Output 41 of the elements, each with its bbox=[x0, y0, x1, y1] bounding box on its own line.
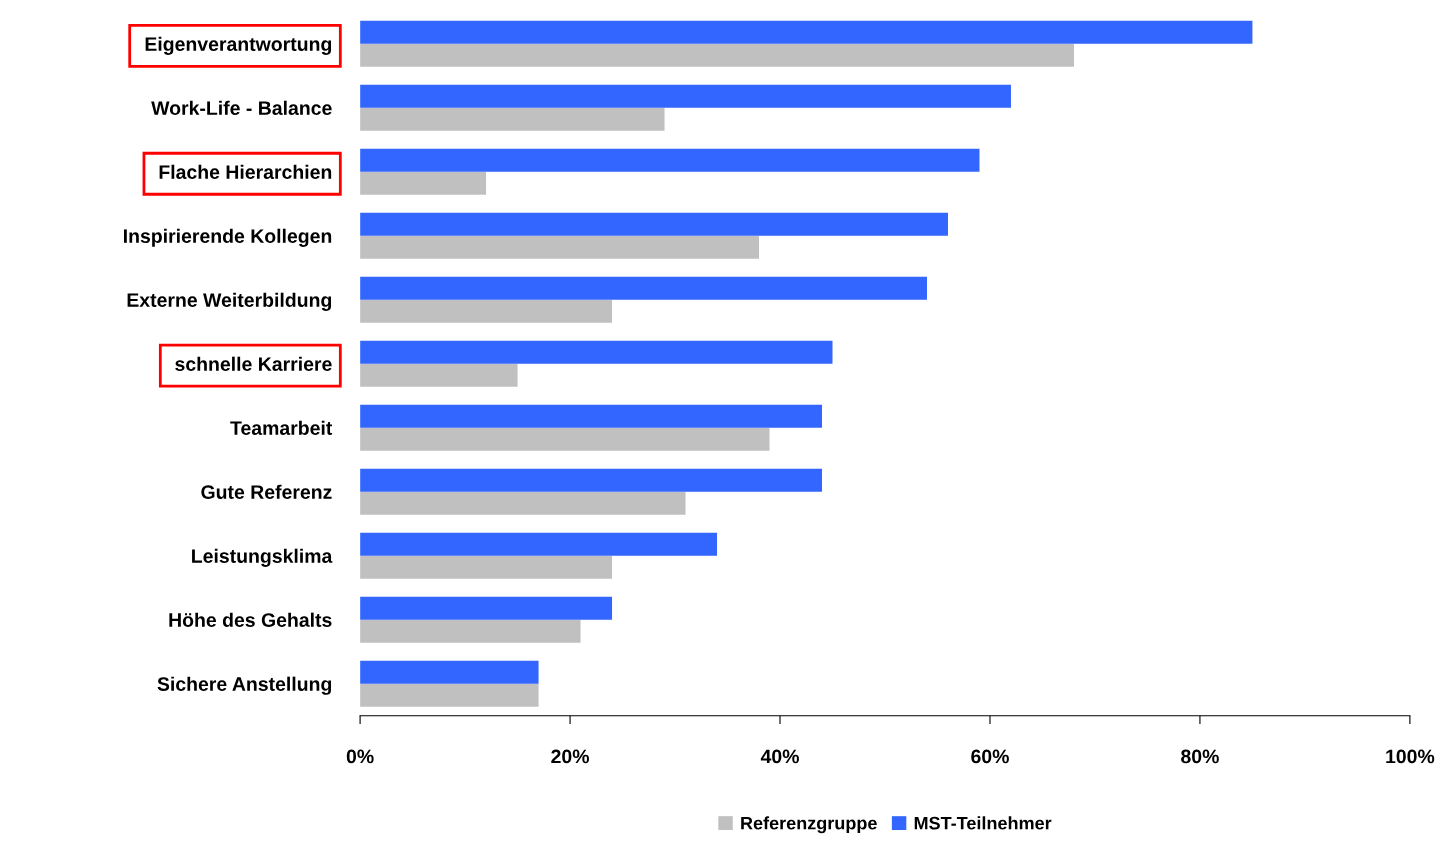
bar bbox=[360, 491, 686, 515]
y-tick-label: Teamarbeit bbox=[230, 420, 333, 435]
bar bbox=[360, 171, 487, 195]
bar bbox=[360, 235, 760, 259]
y-tick-label: schnelle Karriere bbox=[175, 356, 332, 371]
bar bbox=[360, 427, 770, 451]
bar bbox=[360, 276, 927, 300]
bar bbox=[360, 555, 613, 579]
y-tick-label: Eigenverantwortung bbox=[145, 36, 332, 55]
y-tick-label: Inspirierende Kollegen bbox=[124, 228, 332, 247]
bar bbox=[360, 532, 718, 556]
y-tick-label: Leistungsklima bbox=[192, 548, 333, 567]
bar bbox=[360, 212, 948, 236]
bar bbox=[360, 363, 518, 387]
x-tick-label: 100% bbox=[1386, 749, 1435, 764]
y-tick-label: Höhe des Gehalts bbox=[169, 612, 332, 627]
bar bbox=[360, 340, 833, 364]
x-tick-label: 0% bbox=[346, 749, 374, 764]
x-tick-label: 80% bbox=[1181, 749, 1219, 764]
bar bbox=[360, 468, 823, 492]
bar bbox=[360, 683, 539, 707]
bar bbox=[360, 596, 613, 620]
x-tick-label: 60% bbox=[971, 749, 1009, 764]
y-tick-label: Work-Life - Balance bbox=[151, 100, 332, 115]
bar bbox=[360, 84, 1011, 108]
y-tick-label: Flache Hierarchien bbox=[159, 164, 332, 179]
bar bbox=[360, 619, 581, 643]
bar bbox=[360, 404, 823, 428]
x-tick-label: 40% bbox=[760, 749, 799, 764]
bar bbox=[360, 20, 1253, 44]
bar bbox=[360, 107, 665, 131]
y-tick-label: Gute Referenz bbox=[201, 484, 332, 499]
legend-label: Referenzgruppe bbox=[741, 816, 877, 834]
y-tick-label: Sichere Anstellung bbox=[157, 676, 332, 695]
y-tick-label: Externe Weiterbildung bbox=[127, 292, 332, 311]
bar bbox=[360, 148, 980, 172]
bar bbox=[360, 43, 1074, 67]
legend-label: MST-Teilnehmer bbox=[914, 816, 1052, 830]
x-tick-label: 20% bbox=[551, 749, 589, 764]
bar bbox=[360, 299, 613, 323]
bar bbox=[360, 660, 539, 684]
